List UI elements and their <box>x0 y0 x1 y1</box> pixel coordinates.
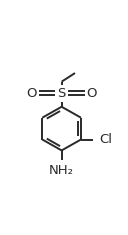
Text: S: S <box>57 87 66 100</box>
Text: O: O <box>26 87 37 100</box>
Text: Cl: Cl <box>99 133 112 146</box>
Text: NH₂: NH₂ <box>49 164 74 177</box>
Text: O: O <box>87 87 97 100</box>
